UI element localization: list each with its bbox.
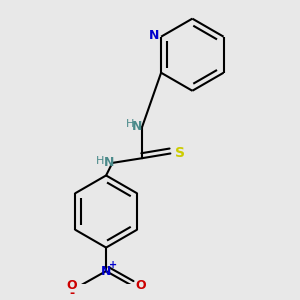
Text: +: + xyxy=(109,260,117,271)
Text: -: - xyxy=(69,287,74,300)
Text: S: S xyxy=(175,146,185,160)
Text: H: H xyxy=(96,156,104,166)
Text: N: N xyxy=(132,120,142,133)
Text: O: O xyxy=(135,279,146,292)
Text: H: H xyxy=(125,119,134,129)
Text: N: N xyxy=(149,28,159,42)
Text: O: O xyxy=(66,279,77,292)
Text: N: N xyxy=(101,265,111,278)
Text: N: N xyxy=(103,156,114,170)
